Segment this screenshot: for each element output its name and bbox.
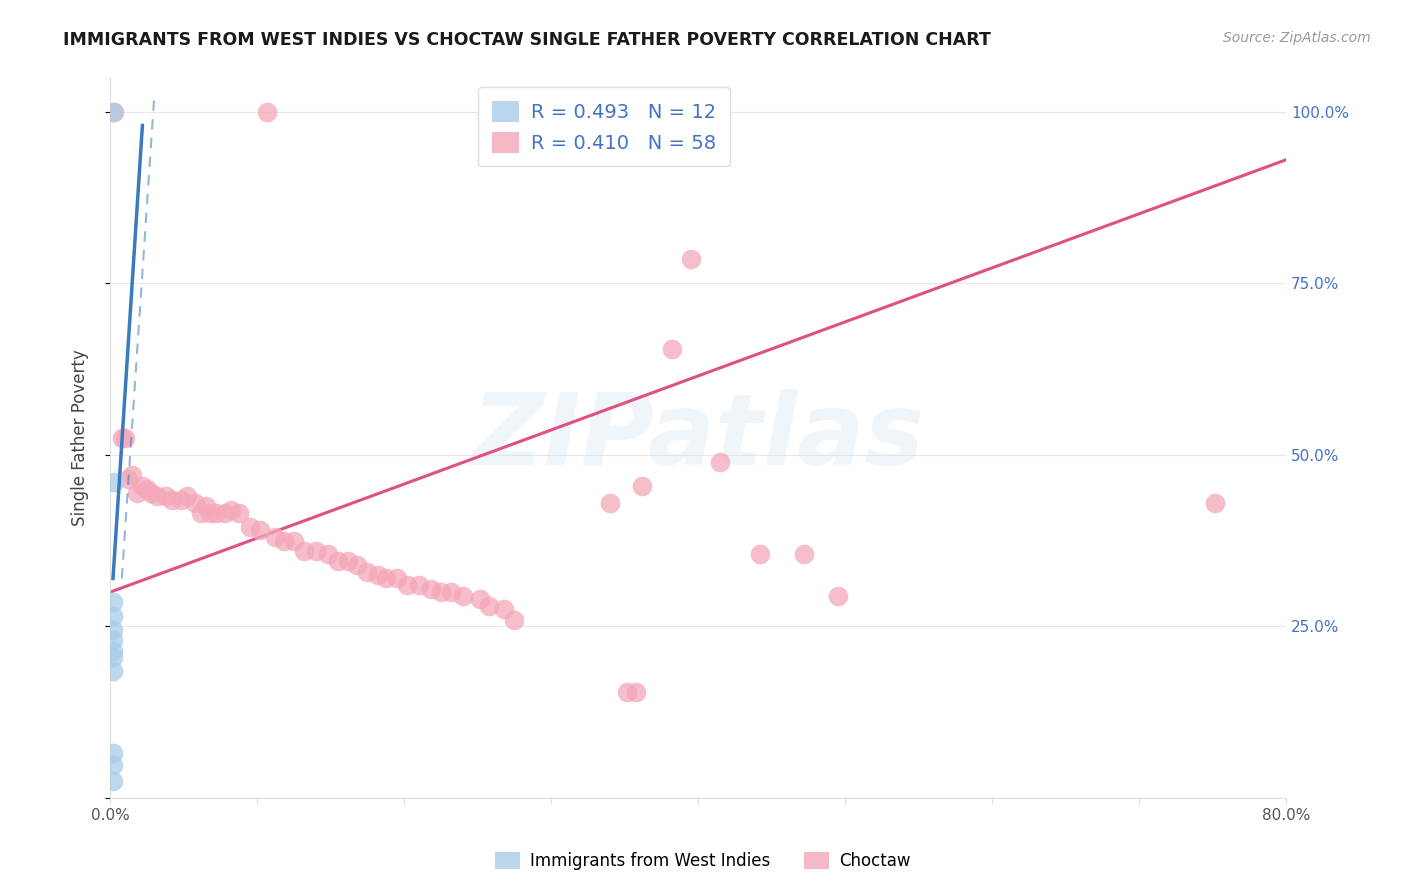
Point	[214, 506, 236, 520]
Point	[631, 479, 654, 493]
Text: ZIPatlas: ZIPatlas	[471, 389, 925, 486]
Point	[451, 589, 474, 603]
Point	[135, 482, 157, 496]
Point	[190, 506, 212, 520]
Point	[492, 602, 515, 616]
Text: IMMIGRANTS FROM WEST INDIES VS CHOCTAW SINGLE FATHER POVERTY CORRELATION CHART: IMMIGRANTS FROM WEST INDIES VS CHOCTAW S…	[63, 31, 991, 49]
Point	[101, 650, 124, 665]
Point	[395, 578, 418, 592]
Point	[356, 565, 378, 579]
Point	[176, 489, 198, 503]
Point	[283, 533, 305, 548]
Point	[679, 252, 702, 267]
Point	[385, 571, 408, 585]
Point	[111, 431, 134, 445]
Point	[599, 496, 621, 510]
Point	[249, 524, 271, 538]
Point	[337, 554, 360, 568]
Point	[101, 104, 124, 119]
Point	[101, 595, 124, 609]
Point	[1204, 496, 1226, 510]
Point	[101, 609, 124, 624]
Point	[131, 479, 153, 493]
Point	[198, 506, 221, 520]
Point	[316, 548, 339, 562]
Point	[103, 475, 125, 490]
Point	[547, 104, 569, 119]
Legend: Immigrants from West Indies, Choctaw: Immigrants from West Indies, Choctaw	[489, 845, 917, 877]
Point	[375, 571, 398, 585]
Legend: R = 0.493   N = 12, R = 0.410   N = 58: R = 0.493 N = 12, R = 0.410 N = 58	[478, 87, 730, 167]
Point	[292, 544, 315, 558]
Point	[141, 485, 163, 500]
Point	[408, 578, 430, 592]
Point	[470, 592, 492, 607]
Point	[146, 489, 169, 503]
Point	[748, 548, 770, 562]
Point	[160, 492, 183, 507]
Point	[101, 773, 124, 788]
Point	[430, 585, 453, 599]
Y-axis label: Single Father Poverty: Single Father Poverty	[72, 350, 89, 526]
Point	[626, 684, 648, 698]
Point	[103, 104, 125, 119]
Point	[125, 485, 148, 500]
Point	[827, 589, 849, 603]
Point	[654, 104, 676, 119]
Point	[101, 623, 124, 637]
Point	[263, 530, 285, 544]
Point	[239, 520, 262, 534]
Point	[219, 503, 242, 517]
Text: Source: ZipAtlas.com: Source: ZipAtlas.com	[1223, 31, 1371, 45]
Point	[121, 468, 143, 483]
Point	[709, 455, 731, 469]
Point	[419, 582, 441, 596]
Point	[661, 342, 683, 356]
Point	[101, 643, 124, 657]
Point	[440, 585, 463, 599]
Point	[101, 633, 124, 648]
Point	[155, 489, 177, 503]
Point	[503, 613, 526, 627]
Point	[793, 548, 815, 562]
Point	[346, 558, 368, 572]
Point	[256, 104, 278, 119]
Point	[478, 599, 501, 613]
Point	[616, 684, 638, 698]
Point	[194, 500, 217, 514]
Point	[117, 472, 139, 486]
Point	[326, 554, 349, 568]
Point	[205, 506, 228, 520]
Point	[101, 664, 124, 678]
Point	[169, 492, 191, 507]
Point	[273, 533, 295, 548]
Point	[184, 496, 207, 510]
Point	[305, 544, 328, 558]
Point	[114, 431, 136, 445]
Point	[228, 506, 250, 520]
Point	[101, 758, 124, 772]
Point	[101, 747, 124, 761]
Point	[367, 568, 389, 582]
